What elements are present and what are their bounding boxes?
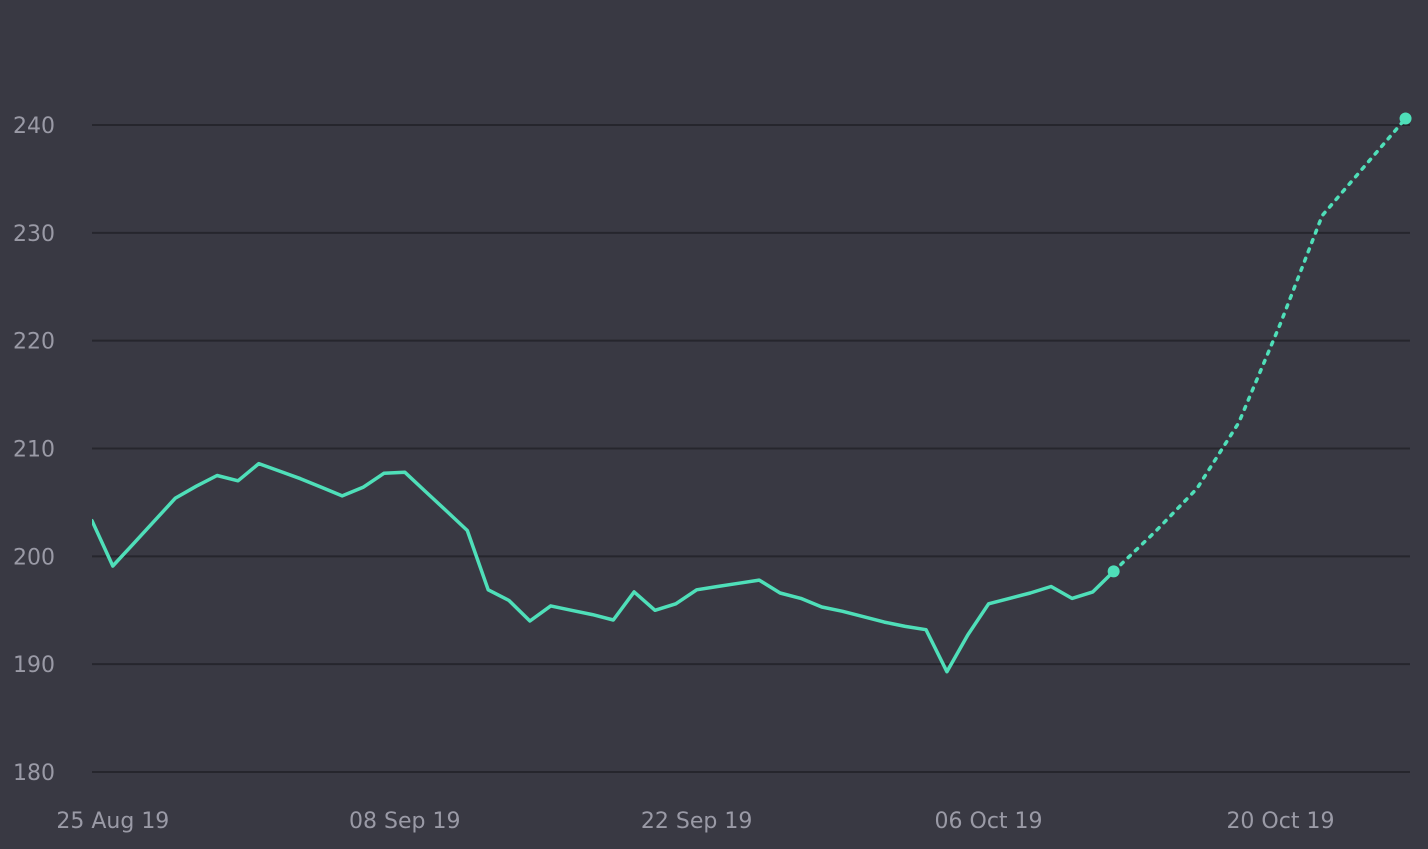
grid-lines <box>92 124 1410 773</box>
x-axis-ticks: 25 Aug 19 08 Sep 19 22 Sep 19 06 Oct 19 20 O… <box>56 809 1334 834</box>
forecast-series-line <box>1111 116 1408 574</box>
y-tick-label: 230 <box>13 222 55 247</box>
y-tick-label: 180 <box>13 761 55 786</box>
y-tick-label: 240 <box>13 114 55 139</box>
y-tick-label: 220 <box>13 330 55 355</box>
forecast-end-marker <box>1399 112 1412 125</box>
price-series-line <box>92 461 1116 674</box>
y-tick-label: 190 <box>13 653 55 678</box>
x-tick-label: 22 Sep 19 <box>641 809 752 834</box>
series-layer <box>92 112 1412 674</box>
x-tick-label: 08 Sep 19 <box>349 809 460 834</box>
x-tick-label: 25 Aug 19 <box>56 809 169 834</box>
y-axis-ticks: 180 190 200 210 220 230 240 <box>13 114 55 786</box>
x-tick-label: 06 Oct 19 <box>935 809 1043 834</box>
x-tick-label: 20 Oct 19 <box>1226 809 1334 834</box>
y-tick-label: 200 <box>13 545 55 570</box>
y-tick-label: 210 <box>13 438 55 463</box>
